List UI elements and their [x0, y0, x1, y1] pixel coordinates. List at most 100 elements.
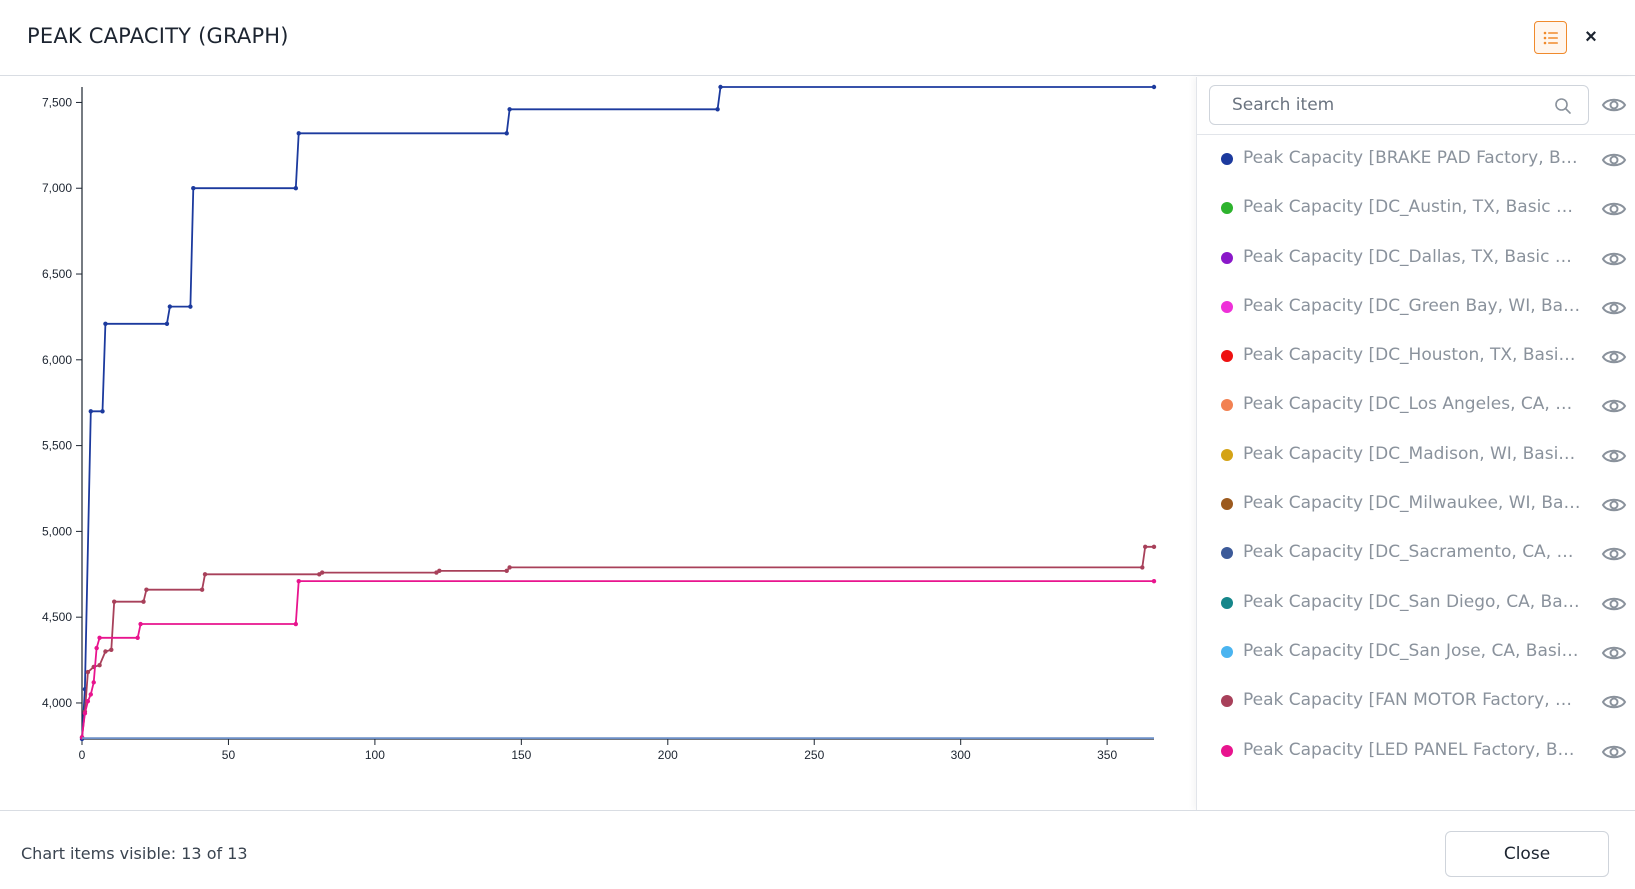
visibility-eye-icon[interactable] [1601, 689, 1627, 715]
data-point [507, 565, 512, 570]
data-point [504, 568, 509, 574]
search-icon[interactable] [1554, 97, 1572, 115]
series-color-dot [1221, 202, 1233, 215]
data-point [202, 572, 208, 577]
legend-item[interactable]: Peak Capacity [FAN MOTOR Factory, Basic … [1197, 677, 1635, 726]
data-point [85, 669, 91, 675]
data-point [1151, 544, 1157, 550]
legend-item[interactable]: Peak Capacity [DC_Milwaukee, WI, Basic p… [1197, 480, 1635, 529]
data-point [103, 649, 108, 654]
visibility-eye-icon[interactable] [1601, 393, 1627, 419]
series-color-dot [1221, 399, 1233, 412]
series-color-dot [1221, 498, 1233, 511]
data-point [507, 107, 512, 112]
data-point [1151, 84, 1157, 90]
data-point [112, 599, 117, 604]
series-color-dot [1221, 448, 1233, 461]
legend-item[interactable]: Peak Capacity [DC_Los Angeles, CA, Basic… [1197, 381, 1635, 430]
dialog-header: PEAK CAPACITY (GRAPH) × [0, 0, 1635, 76]
list-icon [1543, 31, 1558, 44]
data-point [437, 568, 442, 574]
close-icon[interactable]: × [1585, 25, 1597, 48]
legend-item-label: Peak Capacity [DC_San Diego, CA, Basic p… [1243, 591, 1581, 612]
data-point [138, 621, 143, 627]
data-point [100, 409, 105, 414]
data-point [191, 186, 196, 191]
data-point [199, 587, 205, 592]
series-line [81, 545, 1154, 738]
toggle-all-eye-icon[interactable] [1601, 92, 1627, 118]
legend-item[interactable]: Peak Capacity [LED PANEL Factory, Basic … [1197, 727, 1635, 776]
visibility-eye-icon[interactable] [1601, 492, 1627, 518]
x-tick-label: 350 [1097, 748, 1117, 762]
visibility-eye-icon[interactable] [1601, 591, 1627, 617]
legend-item[interactable]: Peak Capacity [DC_Dallas, TX, Basic peri… [1197, 234, 1635, 283]
y-tick-label: 5,000 [42, 524, 72, 538]
y-tick-label: 4,500 [42, 610, 72, 624]
series-line [81, 580, 1154, 738]
visible-items-count: Chart items visible: 13 of 13 [21, 844, 248, 863]
search-input[interactable] [1232, 95, 1532, 115]
data-point [164, 321, 170, 326]
series-color-dot [1221, 596, 1233, 609]
legend-item[interactable]: Peak Capacity [DC_San Diego, CA, Basic p… [1197, 579, 1635, 628]
visibility-eye-icon[interactable] [1601, 246, 1627, 272]
dialog-title: PEAK CAPACITY (GRAPH) [27, 24, 289, 48]
series-color-dot [1221, 744, 1233, 757]
data-point [144, 587, 149, 592]
x-tick-label: 300 [951, 748, 971, 762]
x-tick-label: 150 [511, 748, 531, 762]
data-point [1143, 544, 1148, 550]
legend-item-label: Peak Capacity [FAN MOTOR Factory, Basic … [1243, 690, 1581, 711]
dialog-footer: Chart items visible: 13 of 13 Close [0, 810, 1635, 889]
legend-toggle-button[interactable] [1534, 21, 1567, 54]
x-tick-label: 250 [804, 748, 824, 762]
data-point [1140, 565, 1145, 570]
chart-area: 4,000 4,500 5,000 5,500 6,000 6,500 7,000 7,500… [0, 77, 1196, 810]
legend-item-label: Peak Capacity [DC_Sacramento, CA, Basic … [1243, 542, 1581, 563]
legend-item-label: Peak Capacity [DC_Madison, WI, Basic per… [1243, 443, 1581, 464]
data-point [82, 711, 88, 716]
y-tick-label: 7,000 [42, 181, 72, 195]
data-point [85, 699, 91, 704]
visibility-eye-icon[interactable] [1601, 739, 1627, 765]
legend-item[interactable]: Peak Capacity [DC_Madison, WI, Basic per… [1197, 431, 1635, 480]
visibility-eye-icon[interactable] [1601, 196, 1627, 222]
series-color-dot [1221, 350, 1233, 363]
data-point [504, 131, 509, 136]
data-point [109, 647, 114, 652]
y-tick-label: 6,000 [42, 353, 72, 367]
peak-capacity-chart: 4,000 4,500 5,000 5,500 6,000 6,500 7,000 7,500… [42, 84, 1157, 762]
series-line [81, 86, 1154, 740]
data-point [319, 570, 325, 575]
legend-item[interactable]: Peak Capacity [DC_Sacramento, CA, Basic … [1197, 529, 1635, 578]
legend-item-label: Peak Capacity [DC_Dallas, TX, Basic peri… [1243, 246, 1581, 267]
legend-item[interactable]: Peak Capacity [BRAKE PAD Factory, Basic … [1197, 135, 1635, 184]
y-tick-label: 7,500 [42, 95, 72, 109]
legend-item[interactable]: Peak Capacity [DC_Green Bay, WI, Basic p… [1197, 283, 1635, 332]
y-tick-label: 4,000 [42, 696, 72, 710]
legend-item-label: Peak Capacity [DC_Milwaukee, WI, Basic p… [1243, 493, 1581, 514]
data-point [293, 186, 299, 191]
data-point [91, 680, 96, 685]
data-point [1151, 578, 1157, 584]
data-point [97, 635, 102, 640]
data-point [188, 304, 193, 309]
visibility-eye-icon[interactable] [1601, 344, 1627, 370]
series-color-dot [1221, 251, 1233, 264]
legend-item[interactable]: Peak Capacity [DC_Austin, TX, Basic peri… [1197, 184, 1635, 233]
visibility-eye-icon[interactable] [1601, 640, 1627, 666]
legend-panel: Peak Capacity [BRAKE PAD Factory, Basic … [1196, 77, 1635, 810]
legend-item[interactable]: Peak Capacity [DC_San Jose, CA, Basic pe… [1197, 628, 1635, 677]
series-color-dot [1221, 695, 1233, 708]
visibility-eye-icon[interactable] [1601, 541, 1627, 567]
visibility-eye-icon[interactable] [1601, 295, 1627, 321]
visibility-eye-icon[interactable] [1601, 147, 1627, 173]
close-button[interactable]: Close [1445, 831, 1609, 877]
visibility-eye-icon[interactable] [1601, 443, 1627, 469]
x-tick-label: 50 [222, 748, 236, 762]
y-tick-label: 5,500 [42, 439, 72, 453]
legend-item[interactable]: Peak Capacity [DC_Houston, TX, Basic per… [1197, 332, 1635, 381]
data-point [296, 578, 301, 584]
data-point [94, 645, 99, 651]
